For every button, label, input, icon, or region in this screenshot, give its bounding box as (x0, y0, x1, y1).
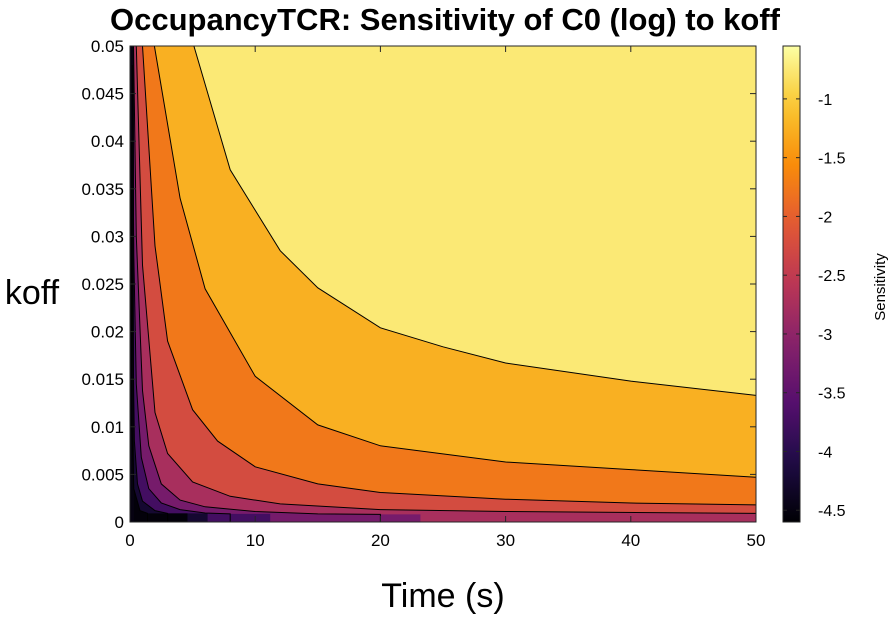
colorbar-tick-label: -3 (818, 327, 832, 344)
contour-band (130, 46, 271, 522)
x-tick-label: 10 (246, 531, 265, 550)
contour-band (130, 46, 756, 522)
y-tick-label: 0.005 (81, 465, 124, 484)
y-tick-label: 0.03 (91, 227, 124, 246)
colorbar-tick-label: -1.5 (818, 151, 846, 168)
contour-line (135, 46, 756, 514)
x-tick-label: 50 (747, 531, 766, 550)
plot-area (130, 46, 756, 522)
contour-line (131, 141, 169, 522)
contour-band (130, 46, 756, 522)
y-tick-label: 0.04 (91, 132, 124, 151)
contour-line (153, 46, 756, 478)
x-tick-label: 20 (371, 531, 390, 550)
colorbar-tick-label: -4 (818, 444, 832, 461)
y-tick-label: 0 (115, 513, 124, 532)
colorbar-gradient (782, 45, 801, 523)
colorbar-tick-label: -4.5 (818, 503, 846, 520)
colorbar-label: Sensitivity (872, 253, 889, 321)
contour-line (193, 46, 756, 396)
x-tick-label: 40 (621, 531, 640, 550)
y-tick-label: 0.045 (81, 85, 124, 104)
x-tick-label: 0 (125, 531, 134, 550)
contour-line (133, 46, 381, 522)
colorbar-tick-label: -3.5 (818, 386, 846, 403)
y-tick-label: 0.01 (91, 418, 124, 437)
colorbar: -4.5 -4 -3.5 -3 -2.5 -2 -1.5 -1 (782, 45, 846, 523)
y-tick-label: 0.015 (81, 370, 124, 389)
chart-title: OccupancyTCR: Sensitivity of C0 (log) to… (110, 2, 781, 37)
contour-line (131, 64, 231, 522)
y-tick-label: 0.02 (91, 323, 124, 342)
x-tick-label: 30 (496, 531, 515, 550)
contour-line (142, 46, 756, 506)
colorbar-tick-label: -2 (818, 209, 832, 226)
colorbar-tick-label: -1 (818, 92, 832, 109)
x-axis-label: Time (s) (381, 577, 504, 615)
axes: 0 10 20 30 40 50 0 0.005 0.01 0.015 0.02 0.025 0.03 0… (81, 37, 765, 550)
contour-line (130, 188, 148, 522)
colorbar-tick-label: -2.5 (818, 268, 846, 285)
y-axis-label: koff (5, 274, 60, 312)
y-tick-label: 0.035 (81, 180, 124, 199)
y-tick-label: 0.025 (81, 275, 124, 294)
y-tick-label: 0.05 (91, 37, 124, 56)
